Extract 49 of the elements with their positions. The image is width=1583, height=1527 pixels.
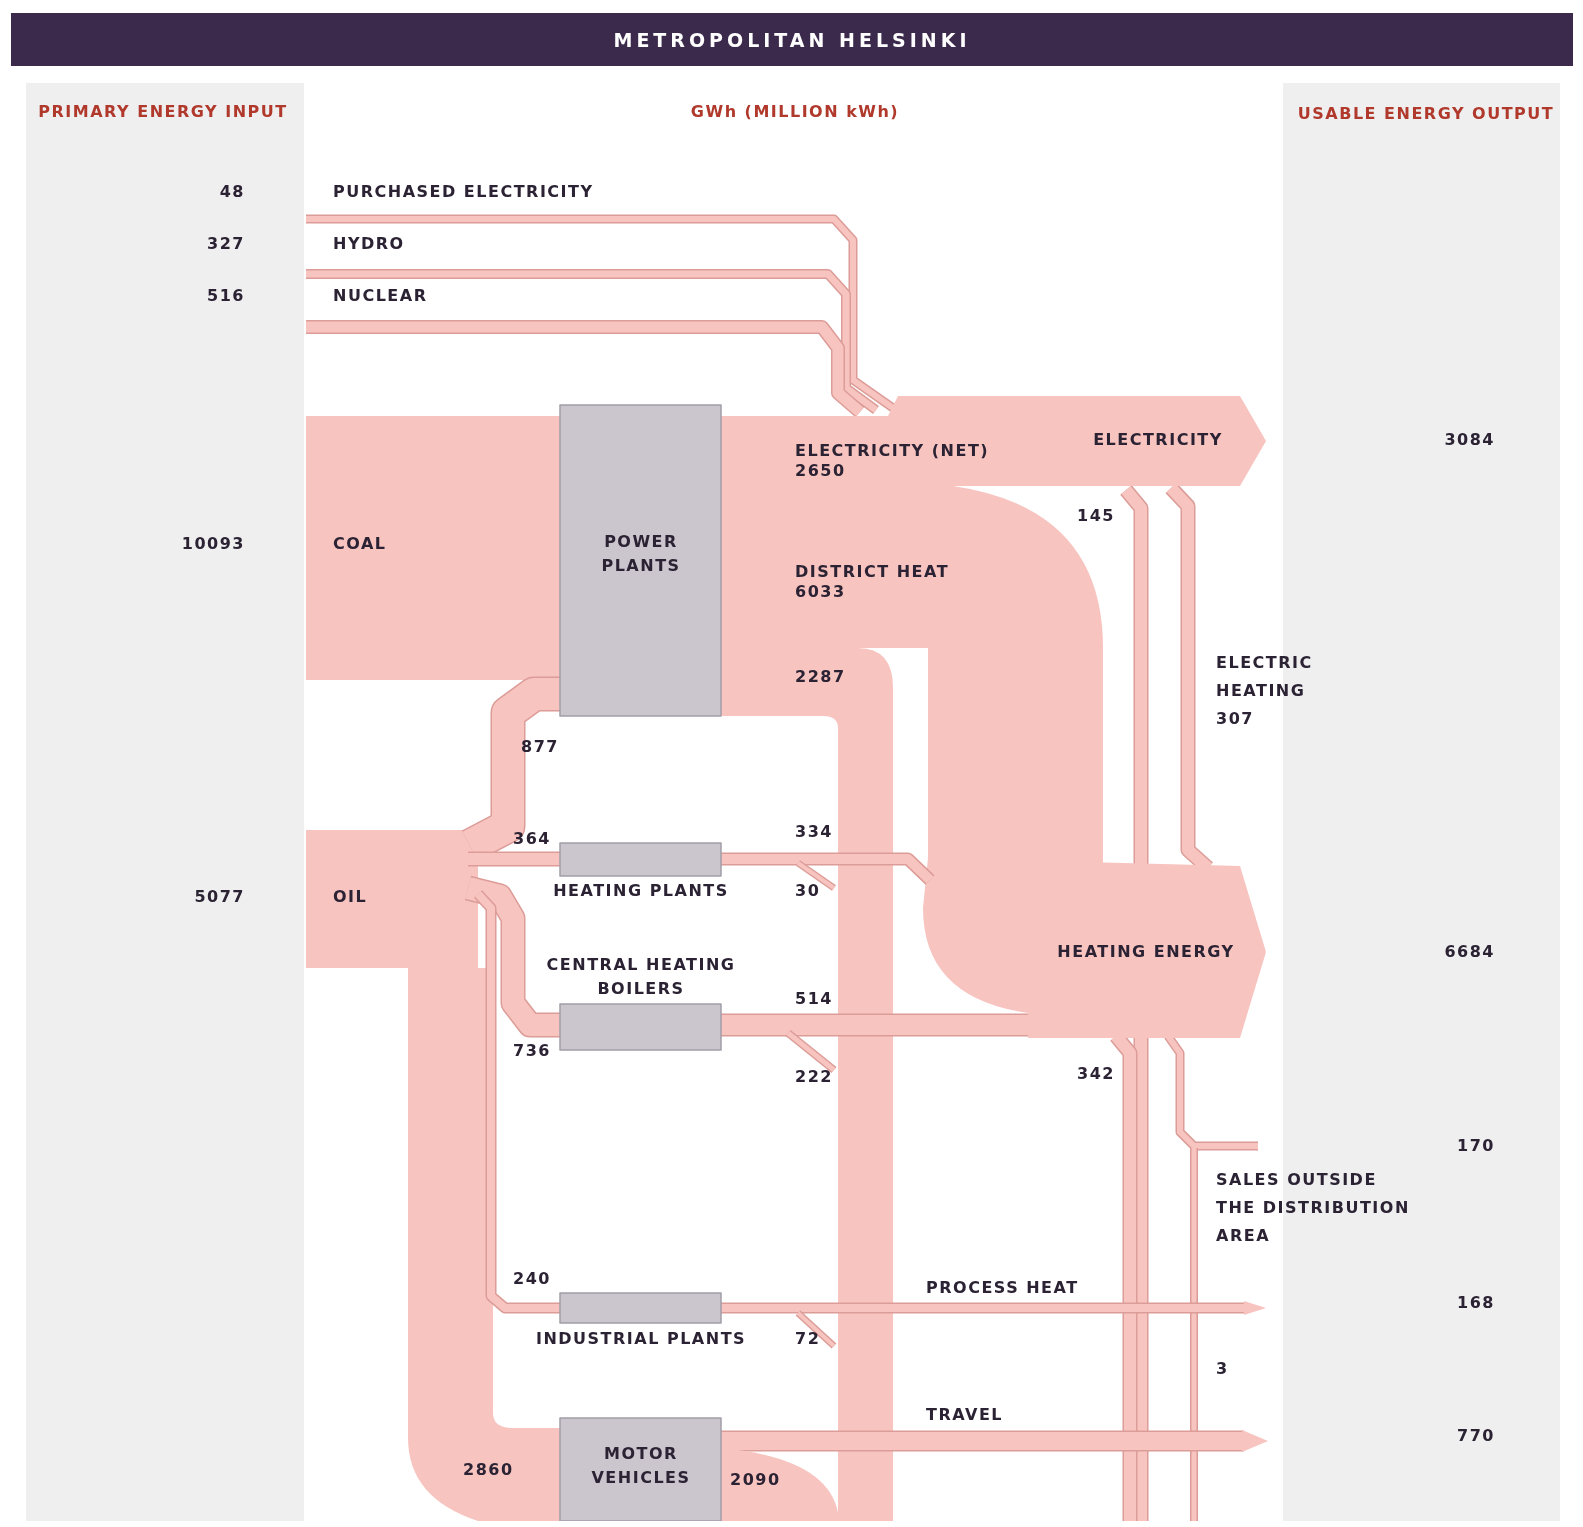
category-label: OIL — [333, 887, 368, 907]
category-label: SALES OUTSIDE THE DISTRIBUTION AREA — [1216, 1170, 1410, 1246]
data-label: 170 — [1457, 1136, 1495, 1156]
text: GWh (MILLION kWh) — [690, 102, 900, 122]
text: CENTRAL HEATING BOILERS — [546, 955, 736, 999]
category-label: HYDRO — [333, 234, 405, 254]
text: 877 — [521, 737, 559, 757]
text: HEATING PLANTS — [553, 881, 729, 901]
category-label: PURCHASED ELECTRICITY — [333, 182, 594, 202]
data-label: 770 — [1457, 1426, 1495, 1446]
text: USABLE ENERGY OUTPUT — [1297, 104, 1555, 124]
data-label: 516 — [207, 286, 245, 306]
category-label: DISTRICT HEAT — [795, 562, 950, 582]
text: 736 — [513, 1041, 551, 1061]
category-label: HEATING ENERGY — [1057, 942, 1235, 962]
text: 240 — [513, 1269, 551, 1289]
data-label: 3084 — [1444, 430, 1495, 450]
text: 222 — [795, 1067, 833, 1087]
text: 514 — [795, 989, 833, 1009]
category-label: ELECTRICITY (NET) — [795, 441, 990, 461]
data-label: 10093 — [181, 534, 245, 554]
text: 2090 — [730, 1470, 781, 1490]
data-label: 307 — [1216, 709, 1254, 729]
data-label: 6684 — [1444, 942, 1495, 962]
text: 30 — [795, 881, 821, 901]
text: 2287 — [795, 667, 846, 687]
data-label: 6033 — [795, 582, 846, 602]
text: INDUSTRIAL PLANTS — [535, 1329, 747, 1349]
category-label: ELECTRICITY — [1093, 430, 1223, 450]
text: 334 — [795, 822, 833, 842]
text: PRIMARY ENERGY INPUT — [38, 102, 288, 122]
text: 342 — [1077, 1064, 1115, 1084]
data-label: 5077 — [194, 887, 245, 907]
category-label: TRAVEL — [926, 1405, 1004, 1425]
text: 364 — [513, 829, 551, 849]
text: 145 — [1077, 506, 1115, 526]
text: POWER PLANTS — [601, 532, 681, 576]
data-label: 48 — [219, 182, 245, 202]
text: 72 — [795, 1329, 821, 1349]
data-label: 168 — [1457, 1293, 1495, 1313]
category-label: NUCLEAR — [333, 286, 428, 306]
category-label: COAL — [333, 534, 387, 554]
text: 3 — [1216, 1359, 1229, 1379]
text: MOTOR VEHICLES — [591, 1444, 691, 1488]
category-label: ELECTRIC HEATING — [1216, 653, 1313, 701]
data-label: 327 — [207, 234, 245, 254]
data-label: 2650 — [795, 461, 846, 481]
category-label: PROCESS HEAT — [926, 1278, 1079, 1298]
text: 2860 — [463, 1460, 514, 1480]
